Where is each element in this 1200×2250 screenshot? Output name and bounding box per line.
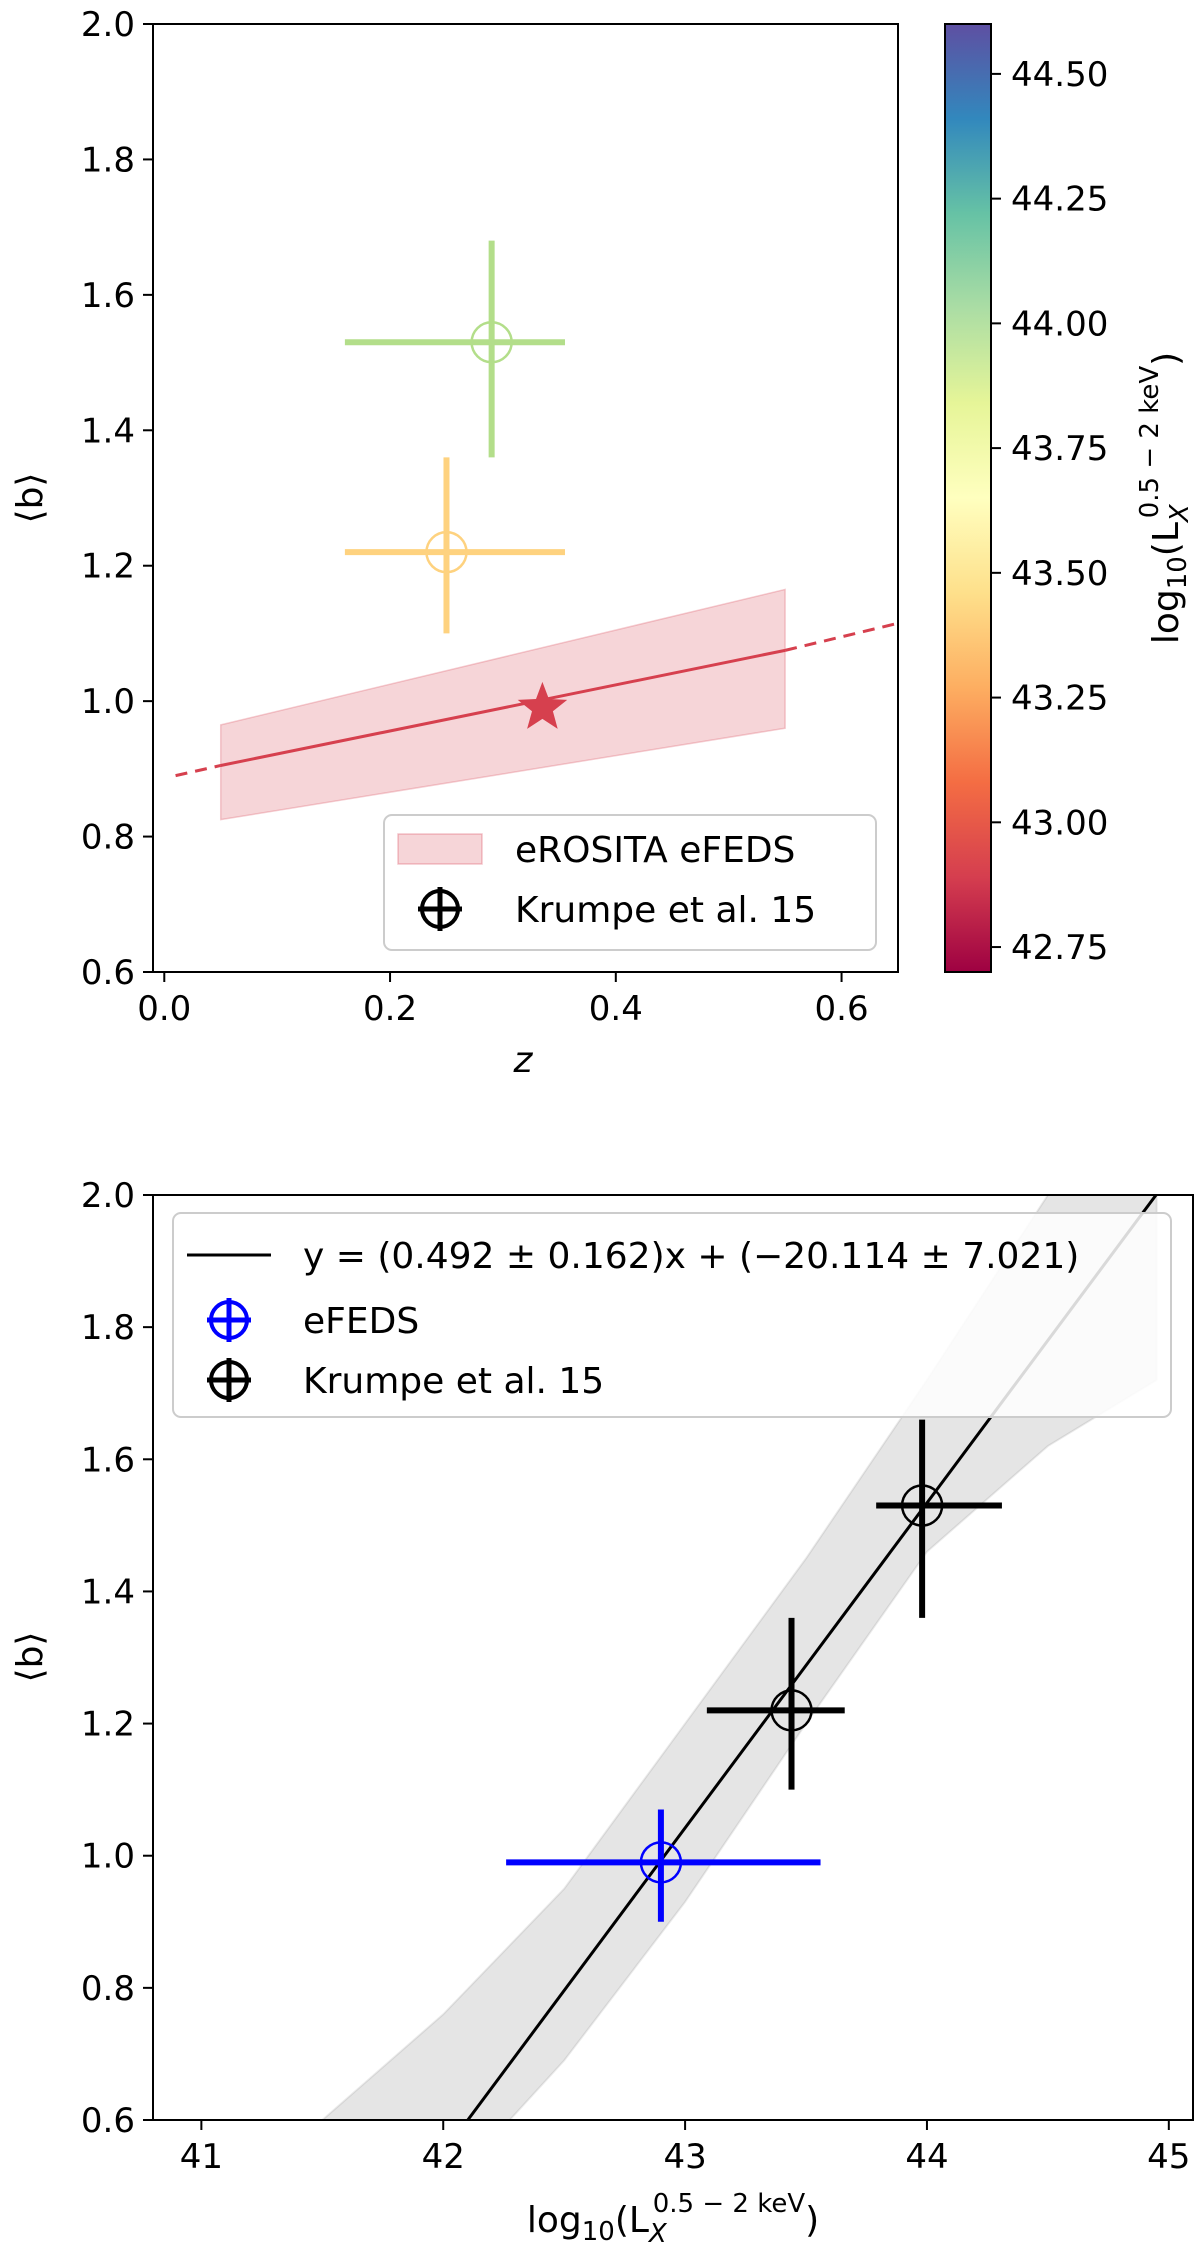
colorbar-tick-label: 43.00 — [1011, 803, 1108, 843]
colorbar-gradient — [944, 23, 992, 973]
bottom-x-tick-label: 41 — [180, 2137, 223, 2177]
top-y-tick-label: 1.0 — [81, 682, 135, 722]
bottom-x-axis-label: log10(LX0.5 − 2 keV) — [527, 2189, 819, 2249]
krumpe-point-1-marker — [470, 321, 513, 364]
fit-line-dashed-left — [175, 764, 222, 778]
colorbar-tick-label: 44.00 — [1011, 304, 1108, 344]
top-y-tick-label: 1.8 — [81, 140, 135, 180]
bottom-legend-box — [172, 1212, 1172, 1418]
top-y-tick-label: 0.6 — [81, 953, 135, 993]
legend-errorbar-marker — [418, 887, 462, 931]
top-axes-frame — [152, 23, 899, 973]
bottom-y-tick-label: 1.0 — [81, 1837, 135, 1877]
colorbar-tick-label: 43.25 — [1011, 679, 1108, 719]
top-x-tick-label: 0.4 — [589, 989, 643, 1029]
top-plot-area — [175, 240, 898, 821]
bottom-x-tick-label: 44 — [905, 2137, 948, 2177]
bottom-point-2 — [876, 1419, 1002, 1618]
top-x-tick-label: 0.6 — [815, 989, 869, 1029]
colorbar-ticks: 42.75 43.00 43.25 43.50 43.75 44.00 44.25 44.50 — [991, 55, 1108, 968]
top-x-tick-label: 0.0 — [137, 989, 191, 1029]
top-legend: eROSITA eFEDS Krumpe et al. 15 — [383, 814, 877, 951]
bottom-y-tick-label: 1.2 — [81, 1705, 135, 1745]
bottom-x-tick-label: 42 — [422, 2137, 465, 2177]
top-x-ticks: 0.0 0.2 0.4 0.6 — [137, 972, 869, 1029]
legend-efeds-marker — [207, 1298, 251, 1342]
krumpe-point-0-marker — [425, 530, 468, 574]
bottom-point-2-marker — [900, 1484, 944, 1527]
legend-label-krumpe-bottom: Krumpe et al. 15 — [303, 1361, 604, 1402]
legend-label-erosita: eROSITA eFEDS — [515, 830, 795, 871]
top-chart: 0.0 0.2 0.4 0.6 0.60.81.01.21.41.61.82.0 z … — [10, 5, 1195, 1081]
bottom-x-tick-label: 45 — [1147, 2137, 1190, 2177]
top-x-axis-label: z — [513, 1040, 534, 1081]
colorbar-tick-label: 43.50 — [1011, 554, 1108, 594]
bottom-point-0-marker — [639, 1841, 683, 1884]
bottom-y-tick-label: 0.6 — [81, 2101, 135, 2141]
bottom-y-tick-label: 1.6 — [81, 1440, 135, 1480]
legend-label-fit: y = (0.492 ± 0.162)x + (−20.114 ± 7.021) — [303, 1236, 1079, 1277]
bottom-plot-area — [321, 1195, 1158, 2120]
colorbar: 42.75 43.00 43.25 43.50 43.75 44.00 44.25 44.50… — [944, 23, 1195, 973]
top-y-tick-label: 0.8 — [81, 818, 135, 858]
top-y-tick-label: 1.6 — [81, 276, 135, 316]
colorbar-tick-label: 44.50 — [1011, 55, 1108, 95]
top-y-tick-label: 1.4 — [81, 411, 135, 451]
top-y-tick-label: 2.0 — [81, 5, 135, 45]
bottom-y-tick-label: 2.0 — [81, 1176, 135, 1216]
bottom-chart: 41 42 43 44 45 0.6 0.8 1.0 1.2 1.4 1.6 1.8 2.0 log1… — [10, 1176, 1194, 2249]
bottom-x-ticks: 41 42 43 44 45 — [180, 2120, 1190, 2177]
bottom-legend: y = (0.492 ± 0.162)x + (−20.114 ± 7.021)… — [172, 1212, 1172, 1418]
krumpe-point-1 — [344, 240, 566, 458]
legend-label-krumpe: Krumpe et al. 15 — [515, 890, 816, 931]
bottom-point-1-marker — [770, 1689, 813, 1732]
legend-band-swatch — [397, 833, 483, 865]
bottom-y-tick-label: 1.4 — [81, 1572, 135, 1612]
colorbar-label: log10(LX0.5 − 2 keV) — [1135, 352, 1195, 644]
bottom-y-tick-label: 1.8 — [81, 1308, 135, 1348]
bottom-x-tick-label: 43 — [663, 2137, 706, 2177]
bottom-axes-frame — [152, 1194, 1194, 2121]
colorbar-tick-label: 44.25 — [1011, 180, 1108, 220]
legend-label-efeds: eFEDS — [303, 1301, 419, 1342]
bottom-y-axis-label: ⟨b⟩ — [10, 1632, 51, 1683]
krumpe-point-0 — [344, 457, 566, 634]
top-y-axis-label: ⟨b⟩ — [10, 473, 51, 524]
bottom-point-0 — [506, 1809, 821, 1922]
colorbar-tick-label: 42.75 — [1011, 928, 1108, 968]
fit-line-dashed-right — [784, 621, 898, 652]
efeds-confidence-band — [219, 588, 786, 821]
efeds-star-marker — [517, 681, 568, 729]
legend-krumpe-marker — [207, 1358, 251, 1402]
top-y-ticks: 0.6 0.8 1.0 1.2 1.4 1.6 1.8 2.0 — [81, 5, 153, 993]
bottom-y-tick-label: 0.8 — [81, 1969, 135, 2009]
bottom-point-1 — [706, 1617, 845, 1790]
fit-confidence-band — [321, 1195, 1158, 2120]
colorbar-tick-label: 43.75 — [1011, 429, 1108, 469]
top-legend-box — [383, 814, 877, 951]
bottom-y-ticks: 0.6 0.8 1.0 1.2 1.4 1.6 1.8 2.0 — [81, 1176, 153, 2141]
top-x-tick-label: 0.2 — [363, 989, 417, 1029]
fit-line-solid — [220, 648, 786, 767]
top-y-tick-label: 1.2 — [81, 547, 135, 587]
